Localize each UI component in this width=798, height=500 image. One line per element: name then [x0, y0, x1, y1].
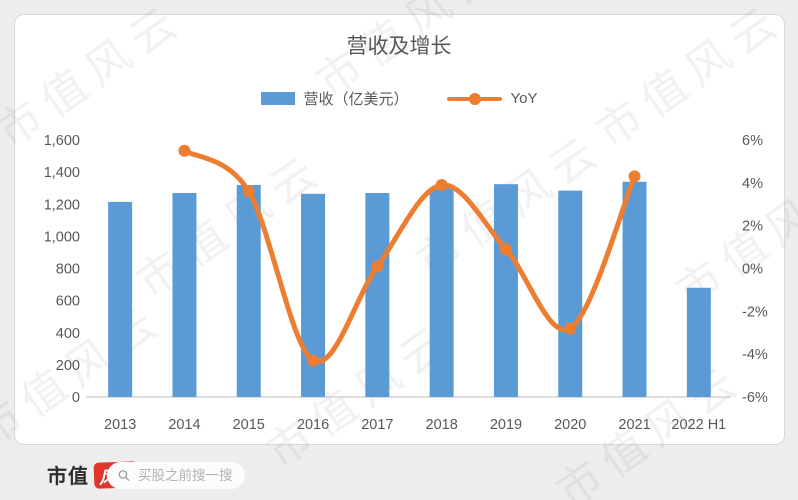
search-icon	[118, 470, 130, 481]
search-bar[interactable]	[107, 462, 245, 489]
search-input[interactable]	[136, 467, 245, 484]
chart-legend: 营收（亿美元） YoY	[0, 88, 798, 109]
footer-logo: 市值 风云	[47, 460, 139, 489]
chart-card	[14, 14, 785, 445]
legend-bar-swatch	[260, 92, 295, 105]
legend-line-swatch	[446, 92, 502, 105]
chart-title: 营收及增长	[346, 35, 452, 58]
legend-item-yoy: YoY	[446, 90, 538, 107]
legend-label-yoy: YoY	[510, 90, 538, 107]
legend-label-revenue: 营收（亿美元）	[303, 91, 409, 108]
legend-item-revenue: 营收（亿美元）	[260, 88, 409, 109]
logo-text: 市值	[47, 466, 89, 488]
